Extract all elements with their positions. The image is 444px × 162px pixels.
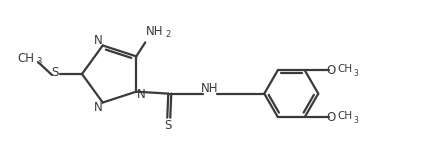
Text: 2: 2 bbox=[165, 30, 170, 39]
Text: O: O bbox=[326, 110, 335, 123]
Text: O: O bbox=[326, 64, 335, 77]
Text: CH: CH bbox=[337, 64, 353, 74]
Text: S: S bbox=[52, 66, 59, 80]
Text: CH: CH bbox=[17, 52, 35, 64]
Text: S: S bbox=[165, 119, 172, 132]
Text: NH: NH bbox=[146, 25, 163, 38]
Text: 3: 3 bbox=[354, 69, 359, 78]
Text: N: N bbox=[95, 101, 103, 114]
Text: NH: NH bbox=[201, 82, 218, 95]
Text: N: N bbox=[137, 88, 146, 101]
Text: CH: CH bbox=[337, 111, 353, 121]
Text: 3: 3 bbox=[354, 116, 359, 125]
Text: N: N bbox=[95, 34, 103, 47]
Text: 3: 3 bbox=[36, 57, 41, 65]
